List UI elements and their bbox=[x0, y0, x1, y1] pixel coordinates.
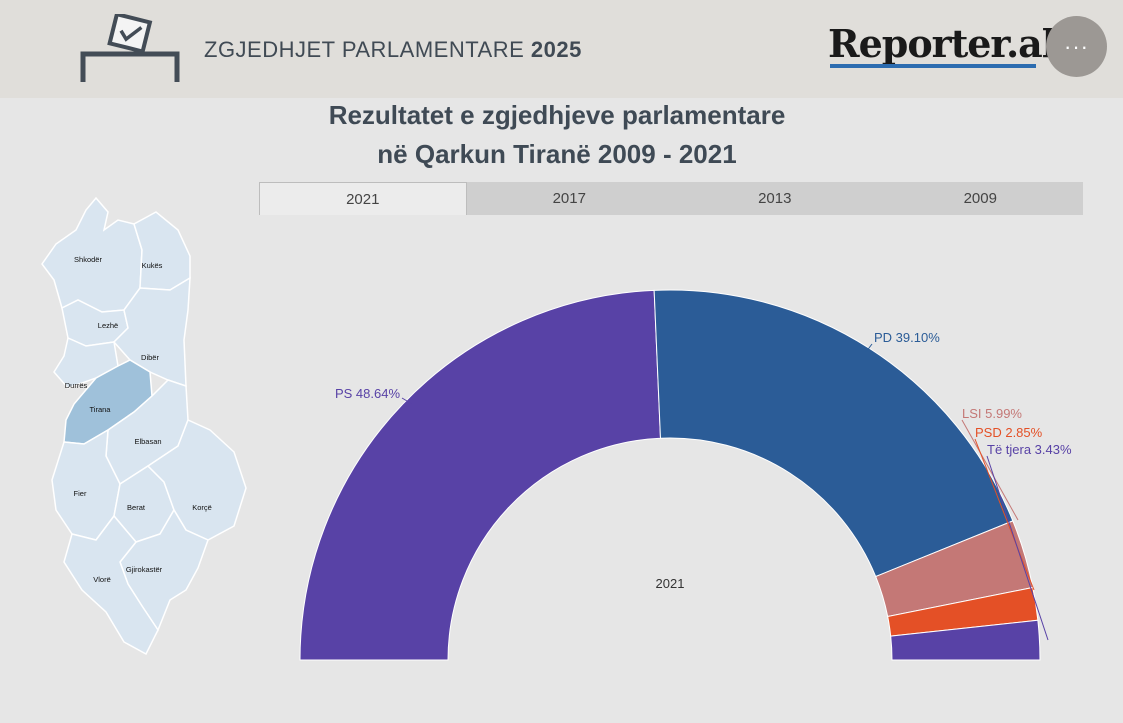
center-label: 2021 bbox=[656, 576, 685, 591]
slice-PS[interactable] bbox=[299, 289, 662, 661]
ballot-box-icon bbox=[80, 14, 180, 82]
map-label-Gjirokastër: Gjirokastër bbox=[126, 565, 163, 574]
map-label-Korçë: Korçë bbox=[192, 503, 212, 512]
map-label-Vlorë: Vlorë bbox=[93, 575, 111, 584]
year-tabs: 2021 2017 2013 2009 bbox=[259, 182, 1083, 215]
header-bar: ZGJEDHJET PARLAMENTARE 2025 Reporter.al … bbox=[0, 0, 1123, 98]
header-title-regular: ZGJEDHJET PARLAMENTARE bbox=[204, 37, 525, 62]
leader-line-PD bbox=[865, 343, 873, 353]
chart-title-line1: Rezultatet e zgjedhjeve parlamentare bbox=[328, 100, 786, 130]
header-title: ZGJEDHJET PARLAMENTARE 2025 bbox=[204, 37, 582, 63]
leader-line-Të-tjera bbox=[986, 455, 1049, 641]
map-label-Lezhë: Lezhë bbox=[98, 321, 118, 330]
reporter-logo[interactable]: Reporter.al bbox=[828, 21, 1056, 66]
map-label-Berat: Berat bbox=[127, 503, 146, 512]
albania-map: Shkodër Kukës Lezhë Dibër Durrës Tirana Elbasa… bbox=[41, 196, 247, 656]
slice-LSI[interactable] bbox=[875, 520, 1034, 618]
data-label-Të-tjera: Të tjera 3.43% bbox=[987, 442, 1072, 457]
map-label-Elbasan: Elbasan bbox=[134, 437, 161, 446]
slice-PD[interactable] bbox=[653, 289, 1014, 578]
map-region-Kukës[interactable] bbox=[133, 211, 191, 291]
slice-PSD[interactable] bbox=[887, 586, 1039, 637]
data-label-PS: PS 48.64% bbox=[335, 386, 400, 401]
leader-line-PS bbox=[401, 397, 413, 405]
tab-2017[interactable]: 2017 bbox=[552, 190, 586, 207]
leader-line-LSI bbox=[961, 419, 1019, 521]
map-region-Korçë[interactable] bbox=[146, 418, 247, 541]
chart-title: Rezultatet e zgjedhjeve parlamentare në … bbox=[250, 96, 864, 174]
slice-Të-tjera[interactable] bbox=[890, 619, 1041, 661]
header-title-year: 2025 bbox=[530, 37, 582, 62]
map-label-Tirana: Tirana bbox=[90, 405, 112, 414]
logo-underline bbox=[830, 64, 1036, 68]
more-options-button[interactable]: ··· bbox=[1046, 16, 1107, 77]
map-label-Shkodër: Shkodër bbox=[74, 255, 102, 264]
tab-2009[interactable]: 2009 bbox=[963, 190, 997, 207]
map-label-Fier: Fier bbox=[74, 489, 87, 498]
leader-line-PSD bbox=[974, 438, 1035, 591]
map-region-Vlorë[interactable] bbox=[63, 514, 159, 656]
data-label-PD: PD 39.10% bbox=[874, 330, 940, 345]
map-label-Dibër: Dibër bbox=[141, 353, 159, 362]
data-label-PSD: PSD 2.85% bbox=[975, 425, 1043, 440]
tab-2013[interactable]: 2013 bbox=[758, 190, 792, 207]
map-label-Kukës: Kukës bbox=[142, 261, 163, 270]
chart-title-line2: në Qarkun Tiranë 2009 - 2021 bbox=[377, 139, 737, 169]
data-label-LSI: LSI 5.99% bbox=[962, 406, 1022, 421]
tab-2021[interactable]: 2021 bbox=[259, 182, 467, 215]
map-label-Durrës: Durrës bbox=[65, 381, 88, 390]
